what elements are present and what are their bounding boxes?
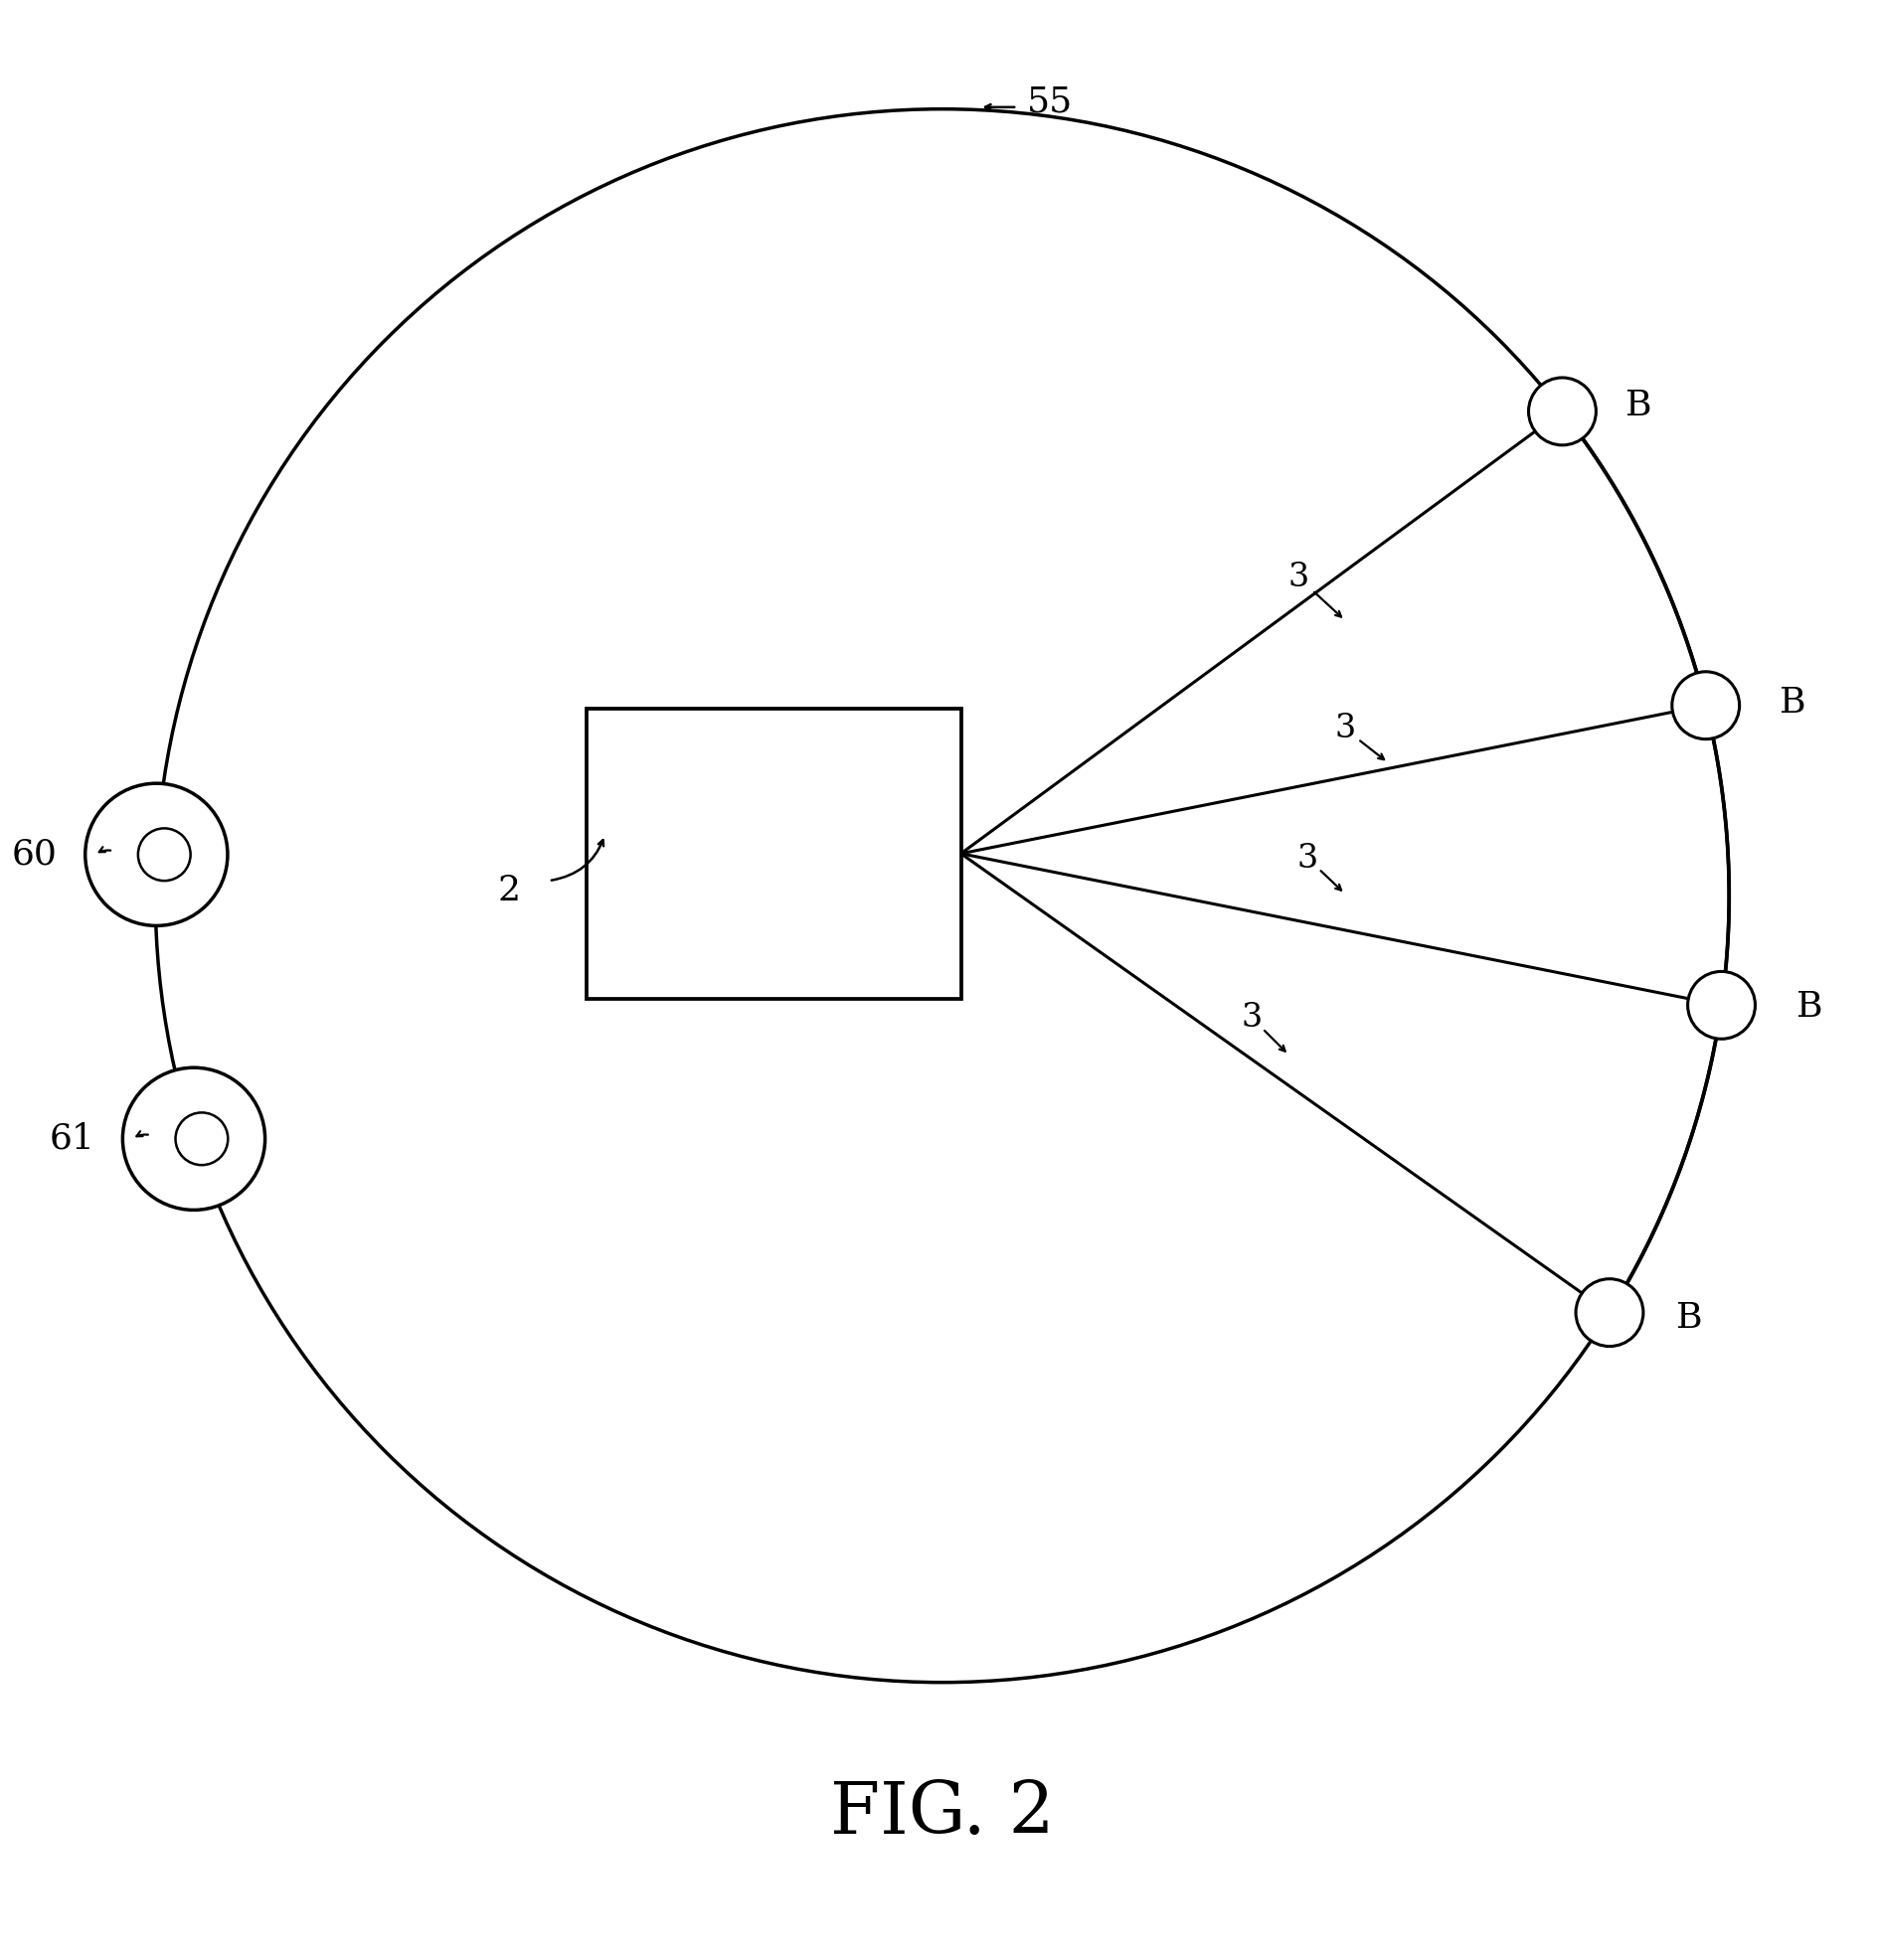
Text: B: B	[1675, 1301, 1701, 1335]
Text: FIG. 2: FIG. 2	[830, 1778, 1054, 1848]
Circle shape	[1671, 672, 1739, 739]
Text: B: B	[1778, 686, 1805, 719]
Circle shape	[122, 1068, 265, 1209]
Text: 3: 3	[1286, 561, 1309, 594]
Text: 3: 3	[1333, 713, 1354, 745]
Text: 61: 61	[49, 1121, 94, 1156]
Text: 2: 2	[498, 874, 520, 907]
Text: 60: 60	[11, 837, 56, 872]
Text: B: B	[1795, 990, 1822, 1023]
Bar	[586, 708, 960, 1000]
Text: 3: 3	[1296, 843, 1318, 874]
Circle shape	[1529, 378, 1594, 445]
Circle shape	[85, 784, 227, 925]
Text: 55: 55	[1025, 84, 1072, 118]
Circle shape	[1576, 1278, 1643, 1347]
Text: 3: 3	[1239, 1002, 1262, 1033]
Circle shape	[1686, 972, 1754, 1039]
Text: B: B	[1624, 388, 1651, 421]
